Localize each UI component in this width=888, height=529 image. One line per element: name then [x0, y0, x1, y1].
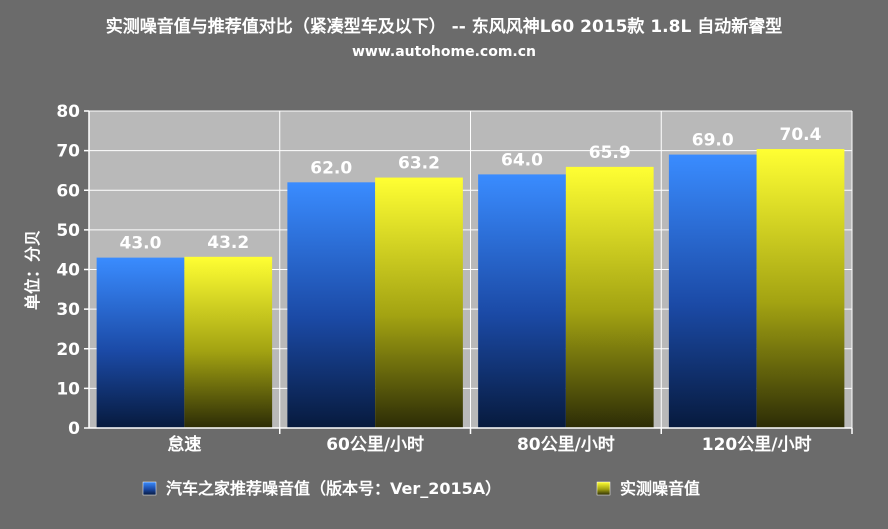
- y-tick-label: 50: [56, 221, 80, 241]
- bar-recommended: [668, 154, 757, 428]
- y-tick-label: 30: [56, 300, 80, 320]
- bars: [96, 149, 845, 429]
- bar-measured: [565, 166, 654, 428]
- x-axis-ticks: 怠速 60公里/小时 80公里/小时 120公里/小时: [167, 428, 853, 455]
- legend-swatch-recommended: [142, 481, 157, 496]
- y-tick-label: 20: [56, 340, 80, 360]
- y-tick-label: 40: [56, 261, 80, 281]
- y-tick-label: 80: [56, 102, 80, 122]
- legend: 汽车之家推荐噪音值（版本号：Ver_2015A） 实测噪音值: [142, 479, 700, 498]
- legend-swatch-measured: [596, 481, 611, 496]
- y-tick-label: 60: [56, 181, 80, 201]
- y-axis-ticks: 0 10 20 30 40 50 60 70 80: [56, 102, 89, 439]
- y-tick-label: 0: [68, 419, 80, 439]
- y-tick-label: 10: [56, 379, 80, 399]
- data-label-recommended: 43.0: [120, 234, 162, 254]
- y-tick-label: 70: [56, 142, 80, 162]
- data-labels: 43.0 43.2 62.0 63.2 64.0 65.9 69.0 70.4: [120, 125, 822, 254]
- chart-subtitle: www.autohome.com.cn: [352, 44, 536, 60]
- data-label-recommended: 64.0: [501, 150, 543, 170]
- data-label-recommended: 69.0: [692, 131, 734, 151]
- bar-measured: [756, 149, 845, 429]
- x-tick-label: 60公里/小时: [326, 435, 424, 455]
- chart-title: 实测噪音值与推荐值对比（紧凑型车及以下） -- 东风风神L60 2015款 1.…: [106, 16, 782, 37]
- data-label-measured: 65.9: [589, 143, 631, 163]
- x-tick-label: 怠速: [167, 434, 201, 455]
- bar-recommended: [287, 182, 376, 428]
- data-label-measured: 63.2: [398, 154, 440, 174]
- data-label-recommended: 62.0: [310, 158, 352, 178]
- legend-label-measured: 实测噪音值: [620, 479, 700, 498]
- x-tick-label: 120公里/小时: [702, 435, 812, 455]
- x-tick-label: 80公里/小时: [517, 435, 615, 455]
- bar-recommended: [478, 174, 566, 428]
- y-axis-label: 单位：分贝: [23, 230, 42, 310]
- data-label-measured: 43.2: [207, 233, 249, 253]
- data-label-measured: 70.4: [780, 125, 822, 145]
- bar-recommended: [96, 257, 185, 428]
- legend-label-recommended: 汽车之家推荐噪音值（版本号：Ver_2015A）: [166, 479, 501, 498]
- bar-measured: [375, 177, 463, 428]
- bar-measured: [184, 256, 273, 428]
